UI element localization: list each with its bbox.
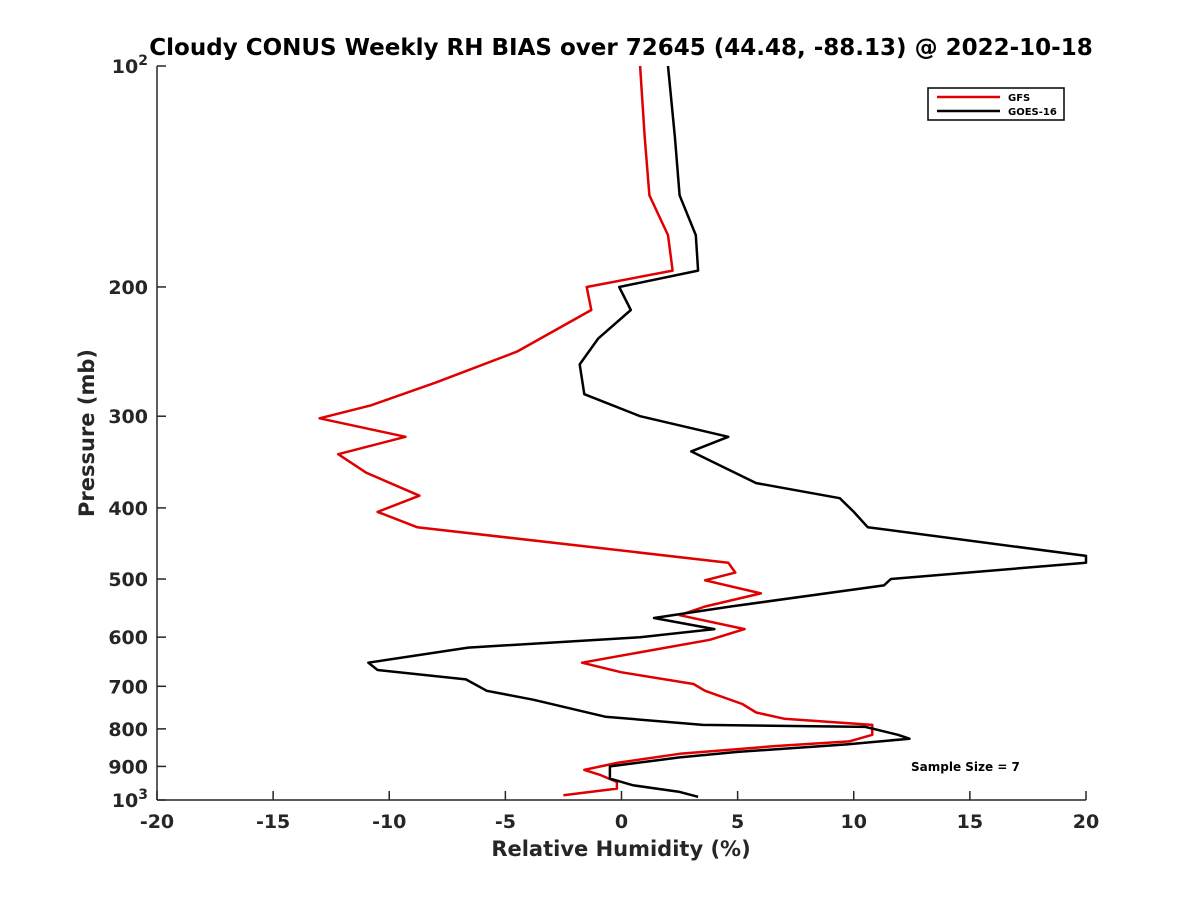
x-axis-ticks: -20 -15 -10 -5 0 5 10 15 20 [140,791,1099,833]
series-layer [318,65,1088,799]
x-tick-label: 0 [615,811,628,833]
y-axis-label: Pressure (mb) [75,349,99,517]
y-tick-label: 300 [108,406,148,428]
y-tick-label: 500 [108,569,148,591]
y-tick-label: 200 [108,277,148,299]
chart-title: Cloudy CONUS Weekly RH BIAS over 72645 (… [149,35,1092,61]
x-tick-label: 5 [731,811,744,833]
legend: GFS GOES-16 [927,87,1065,121]
y-tick-label: 800 [108,719,148,741]
x-tick-label: -5 [495,811,516,833]
y-tick-label: 700 [108,676,148,698]
x-tick-label: -15 [256,811,290,833]
y-tick-exponent: 2 [138,53,148,69]
legend-label-goes16: GOES-16 [1008,107,1057,118]
y-tick-label: 400 [108,498,148,520]
y-tick-label: 103 [112,787,148,812]
x-axis-label: Relative Humidity (%) [491,837,750,861]
series-line-gfs [318,65,874,797]
y-tick-base: 10 [112,56,138,78]
y-tick-label: 102 [112,53,148,78]
y-tick-exponent: 3 [138,787,148,803]
x-tick-label: 15 [957,811,983,833]
y-tick-base: 10 [112,790,138,812]
x-tick-label: 20 [1073,811,1099,833]
series-line-goes16 [367,65,1088,799]
x-tick-label: -10 [372,811,406,833]
y-tick-label: 900 [108,756,148,778]
y-tick-label: 600 [108,627,148,649]
legend-label-gfs: GFS [1008,93,1030,104]
sample-size-annotation: Sample Size = 7 [911,760,1020,774]
x-tick-label: 10 [841,811,867,833]
legend-box [927,87,1065,121]
x-tick-label: -20 [140,811,174,833]
